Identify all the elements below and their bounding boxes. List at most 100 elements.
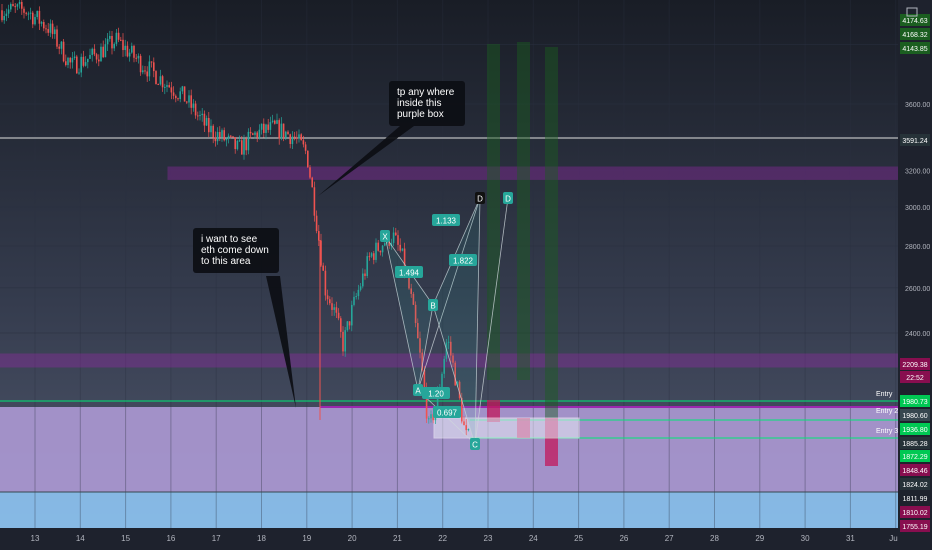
candle-body — [38, 10, 41, 24]
candle-body — [285, 131, 287, 138]
candle-body — [379, 250, 382, 253]
candle-body — [221, 130, 223, 138]
candle-body — [84, 62, 87, 66]
candle-body — [375, 242, 377, 260]
candle-body — [210, 125, 212, 133]
candle-body — [302, 140, 305, 145]
candle-body — [269, 122, 272, 130]
candle-body — [274, 120, 276, 124]
candle-body — [177, 98, 179, 100]
candle-body — [452, 355, 454, 363]
candle-body — [142, 70, 144, 73]
candle-body — [120, 39, 122, 41]
candle-body — [320, 240, 322, 266]
candle-body — [60, 41, 63, 49]
candle-body — [293, 136, 296, 138]
candle-body — [27, 13, 30, 15]
candle-body — [100, 46, 102, 62]
candle-body — [230, 135, 232, 137]
candle-body — [364, 273, 366, 276]
candle-body — [188, 95, 190, 103]
candle-body — [78, 72, 80, 74]
candle-body — [397, 235, 399, 245]
pattern-ratio-label: 1.133 — [436, 217, 457, 226]
candle-body — [450, 341, 452, 356]
candle-body — [164, 86, 166, 88]
candle-body — [425, 388, 428, 419]
sky-band — [0, 492, 898, 528]
candle-body — [192, 103, 195, 108]
candle-body — [73, 56, 76, 59]
x-tick-label: 15 — [121, 534, 130, 543]
candle-body — [322, 265, 324, 271]
candle-body — [271, 120, 274, 123]
candle-body — [309, 167, 311, 178]
candle-body — [170, 87, 173, 93]
candle-body — [5, 13, 8, 17]
candle-body — [419, 338, 421, 353]
candle-body — [43, 22, 45, 29]
x-axis-bar — [0, 528, 898, 550]
projection-bar-green — [545, 47, 558, 418]
y-tick-label: 3200.00 — [905, 169, 930, 176]
candle-body — [324, 270, 327, 296]
candle-body — [454, 362, 456, 386]
candle-body — [227, 135, 230, 139]
candle-body — [311, 177, 313, 188]
candle-body — [307, 150, 309, 168]
candle-body — [150, 61, 153, 63]
candle-body — [87, 58, 89, 63]
candle-body — [62, 41, 65, 62]
candle-body — [467, 428, 470, 431]
x-tick-label: 14 — [76, 534, 85, 543]
candle-body — [346, 321, 349, 331]
price-badge-label: 4143.85 — [902, 46, 927, 53]
price-badge-label: 4174.63 — [902, 18, 927, 25]
candle-body — [366, 256, 368, 276]
candle-body — [203, 113, 206, 126]
x-tick-label: 22 — [438, 534, 447, 543]
candle-body — [256, 132, 258, 138]
candle-body — [54, 29, 56, 35]
x-tick-label: 28 — [710, 534, 719, 543]
price-badge-label: 1885.28 — [902, 441, 927, 448]
candle-body — [40, 22, 43, 24]
x-tick-label: 13 — [31, 534, 40, 543]
candle-body — [331, 303, 333, 310]
price-badge-label: 1810.02 — [902, 510, 927, 517]
candle-body — [65, 61, 67, 66]
candle-body — [197, 115, 199, 117]
pattern-ratio-box — [422, 387, 450, 399]
candle-body — [36, 10, 38, 18]
candle-body — [49, 23, 52, 33]
pattern-ratio-box — [395, 266, 423, 278]
candle-body — [421, 352, 423, 371]
candle-body — [111, 35, 113, 49]
candle-body — [45, 28, 47, 30]
candle-body — [280, 123, 283, 139]
candle-body — [351, 304, 353, 326]
candle-body — [106, 38, 109, 45]
candle-body — [276, 120, 278, 124]
candle-body — [278, 120, 280, 139]
pattern-line — [417, 197, 481, 391]
y-tick-label: 2400.00 — [905, 331, 930, 338]
pattern-ratio-label: 0.697 — [437, 409, 458, 418]
candle-body — [326, 295, 329, 300]
candle-body — [29, 12, 32, 14]
price-badge — [900, 492, 930, 504]
candle-body — [333, 307, 335, 310]
projection-bar-red — [487, 400, 500, 422]
candle-body — [214, 137, 217, 142]
candle-body — [243, 138, 245, 155]
candle-body — [76, 56, 78, 74]
candle-body — [135, 57, 137, 59]
candle-body — [12, 4, 14, 7]
candle-body — [194, 103, 197, 116]
price-badge-label: 22:52 — [906, 375, 924, 382]
y-tick-label: 2800.00 — [905, 244, 930, 251]
pattern-ratio-label: 1.20 — [428, 390, 444, 399]
x-tick-label: 26 — [619, 534, 628, 543]
candle-body — [34, 17, 36, 25]
